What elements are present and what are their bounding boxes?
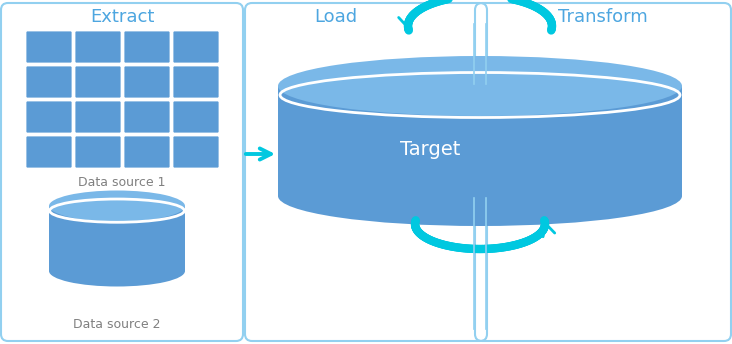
FancyBboxPatch shape: [123, 100, 171, 134]
FancyBboxPatch shape: [172, 100, 220, 134]
FancyBboxPatch shape: [123, 135, 171, 169]
Text: Data source 1: Data source 1: [78, 175, 165, 189]
FancyBboxPatch shape: [25, 100, 73, 134]
Text: Data source 2: Data source 2: [73, 318, 161, 331]
FancyBboxPatch shape: [74, 30, 122, 64]
FancyBboxPatch shape: [25, 30, 73, 64]
Text: Extract: Extract: [90, 8, 154, 26]
FancyBboxPatch shape: [123, 65, 171, 99]
Ellipse shape: [49, 191, 185, 222]
Text: Transform: Transform: [558, 8, 648, 26]
Ellipse shape: [49, 256, 185, 287]
Text: Target: Target: [400, 140, 460, 159]
FancyBboxPatch shape: [172, 135, 220, 169]
FancyBboxPatch shape: [172, 30, 220, 64]
Ellipse shape: [278, 56, 682, 116]
Bar: [278, 86, 682, 196]
FancyBboxPatch shape: [123, 30, 171, 64]
FancyBboxPatch shape: [74, 100, 122, 134]
FancyBboxPatch shape: [74, 135, 122, 169]
Text: Load: Load: [315, 8, 357, 26]
FancyBboxPatch shape: [25, 65, 73, 99]
FancyBboxPatch shape: [25, 135, 73, 169]
Ellipse shape: [278, 166, 682, 226]
FancyBboxPatch shape: [74, 65, 122, 99]
FancyBboxPatch shape: [172, 65, 220, 99]
Bar: [49, 206, 185, 271]
